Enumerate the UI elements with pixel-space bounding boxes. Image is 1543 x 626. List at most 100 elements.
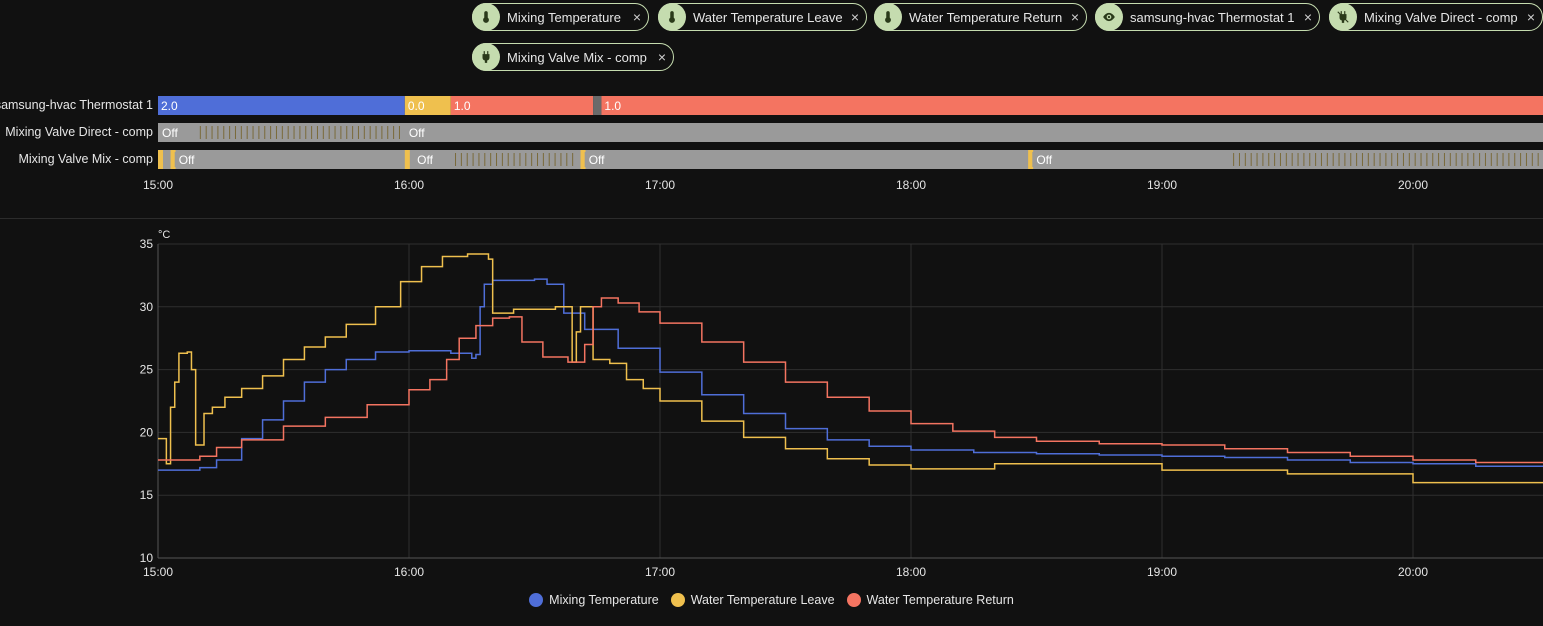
timeline-segment[interactable]: [158, 96, 405, 115]
timeline-tick-mark: [507, 153, 509, 166]
close-icon[interactable]: ×: [1303, 9, 1312, 25]
timeline-tick-mark: [246, 126, 248, 139]
timeline-segment[interactable]: [593, 96, 602, 115]
timeline-tick-mark: [1408, 153, 1410, 166]
timeline-segment[interactable]: [404, 96, 451, 115]
timeline-segment-label: 2.0: [161, 99, 178, 113]
timeline-tick-mark: [1438, 153, 1440, 166]
timeline-tick-mark: [513, 153, 515, 166]
close-icon[interactable]: ×: [1526, 9, 1535, 25]
timeline-tick-mark: [1309, 153, 1311, 166]
timeline-tick-mark: [1373, 153, 1375, 166]
thermometer-icon: [658, 3, 686, 31]
timeline-segment[interactable]: [601, 96, 1543, 115]
legend-item[interactable]: Water Temperature Return: [846, 593, 1014, 607]
timeline-tick-mark: [211, 126, 213, 139]
timeline-axis-tick: 16:00: [394, 178, 425, 192]
close-icon[interactable]: ×: [657, 49, 666, 65]
timeline-segment[interactable]: [158, 123, 1543, 142]
y-tick-label: 35: [140, 237, 154, 251]
timeline-tick-mark: [1443, 153, 1445, 166]
timeline-tick-mark: [1238, 153, 1240, 166]
timeline-axis-tick: 18:00: [896, 178, 927, 192]
chip-label: Mixing Temperature: [507, 9, 621, 25]
close-icon[interactable]: ×: [1070, 9, 1079, 25]
timeline-tick-mark: [1496, 153, 1498, 166]
timeline-tick-mark: [1449, 153, 1451, 166]
timeline-segment-label: Off: [589, 153, 605, 167]
timeline-tick-mark: [328, 126, 330, 139]
chip-label: Water Temperature Return: [909, 9, 1063, 25]
timeline-tick-mark: [501, 153, 503, 166]
timeline-tick-mark: [1397, 153, 1399, 166]
timeline-tick-mark: [1537, 153, 1539, 166]
timeline-label-bg: [1032, 152, 1059, 167]
timeline-tick-mark: [1508, 153, 1510, 166]
chip-valve-direct[interactable]: Mixing Valve Direct - comp ×: [1329, 3, 1543, 31]
legend-swatch: [529, 593, 544, 607]
chip-thermostat[interactable]: samsung-hvac Thermostat 1 ×: [1095, 3, 1320, 31]
timeline-tick-mark: [537, 153, 539, 166]
timeline-tick-mark: [334, 126, 336, 139]
timeline-tick-mark: [1285, 153, 1287, 166]
x-tick-label: 16:00: [394, 565, 424, 579]
timeline-tick-mark: [205, 126, 207, 139]
timeline-tick-mark: [1402, 153, 1404, 166]
timeline-tick-mark: [398, 126, 400, 139]
timeline-tick-mark: [264, 126, 266, 139]
timeline-segment-label: Off: [162, 126, 178, 140]
timeline-tick-mark: [1326, 153, 1328, 166]
timeline-tick-mark: [217, 126, 219, 139]
close-icon[interactable]: ×: [632, 9, 641, 25]
timeline-tick-mark: [270, 126, 272, 139]
timeline-tick-mark: [1414, 153, 1416, 166]
legend-item[interactable]: Water Temperature Leave: [670, 593, 835, 607]
timeline-row-label: samsung-hvac Thermostat 1: [0, 98, 153, 112]
timeline-tick-mark: [240, 126, 242, 139]
timeline-tick-mark: [311, 126, 313, 139]
timeline-tick-mark: [1531, 153, 1533, 166]
timeline-on-marker[interactable]: [1028, 150, 1034, 169]
timeline-tick-mark: [199, 126, 201, 139]
timeline-tick-mark: [496, 153, 498, 166]
timeline-tick-mark: [375, 126, 377, 139]
chip-mixing-temperature[interactable]: Mixing Temperature ×: [472, 3, 649, 31]
thermometer-icon: [472, 3, 500, 31]
timeline-tick-mark: [1525, 153, 1527, 166]
chip-valve-mix[interactable]: Mixing Valve Mix - comp ×: [472, 43, 674, 71]
timeline-tick-mark: [1379, 153, 1381, 166]
y-tick-label: 15: [140, 488, 154, 502]
timeline-label-bg: [584, 152, 611, 167]
legend-item[interactable]: Mixing Temperature: [529, 593, 659, 607]
divider: [0, 218, 1543, 219]
timeline-tick-mark: [1479, 153, 1481, 166]
timeline-on-marker[interactable]: [580, 150, 586, 169]
timeline-tick-mark: [369, 126, 371, 139]
chip-water-temperature-return[interactable]: Water Temperature Return ×: [874, 3, 1087, 31]
unit-label: °C: [158, 229, 170, 241]
series-line: [158, 297, 1543, 464]
timeline-segment-label: Off: [1036, 153, 1052, 167]
timeline-label-bg: [174, 152, 201, 167]
thermometer-icon: [874, 3, 902, 31]
x-tick-label: 18:00: [896, 565, 926, 579]
timeline-tick-mark: [322, 126, 324, 139]
timeline-label-bg: [158, 125, 184, 140]
timeline-on-marker[interactable]: [170, 150, 176, 169]
timeline-segment[interactable]: [158, 150, 1543, 169]
close-icon[interactable]: ×: [850, 9, 859, 25]
timeline-segment-label: 1.0: [454, 99, 471, 113]
timeline-tick-mark: [1514, 153, 1516, 166]
y-tick-label: 25: [140, 363, 154, 377]
x-tick-label: 20:00: [1398, 565, 1428, 579]
timeline-tick-mark: [1484, 153, 1486, 166]
timeline-tick-mark: [1391, 153, 1393, 166]
timeline-segment[interactable]: [450, 96, 594, 115]
timeline-tick-mark: [1268, 153, 1270, 166]
timeline-tick-mark: [519, 153, 521, 166]
chip-water-temperature-leave[interactable]: Water Temperature Leave ×: [658, 3, 867, 31]
timeline-on-marker[interactable]: [158, 150, 163, 169]
timeline-tick-mark: [387, 126, 389, 139]
timeline-tick-mark: [1279, 153, 1281, 166]
timeline-on-marker[interactable]: [404, 150, 410, 169]
